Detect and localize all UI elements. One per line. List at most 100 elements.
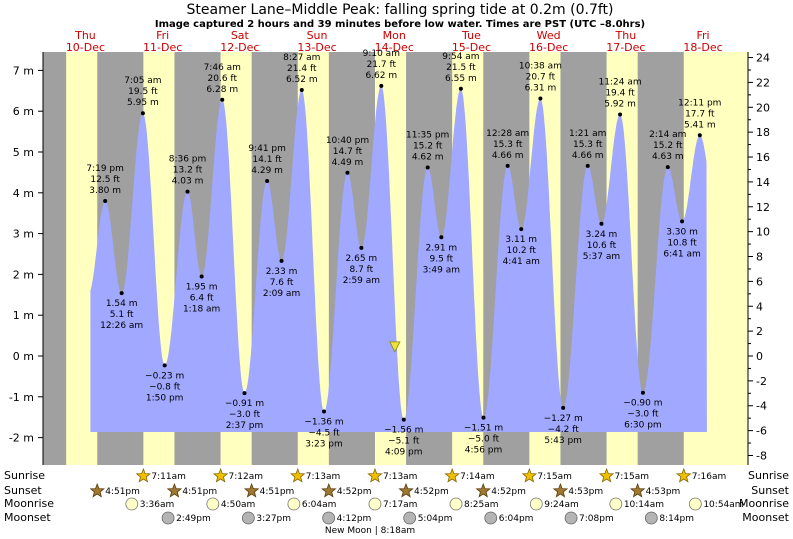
sunset-time: 4:51pm: [260, 487, 295, 497]
extreme-meters: 5.41 m: [684, 120, 716, 130]
left-tick-label: 6 m: [13, 105, 34, 118]
sunset-row-label-right: Sunset: [751, 484, 789, 497]
extreme-meters: 6.28 m: [206, 85, 238, 95]
day-date: 15-Dec: [452, 41, 491, 54]
sunset-icon: [89, 482, 105, 498]
sunset-row-label: Sunset: [4, 484, 42, 497]
sunrise-icon: [676, 467, 692, 483]
day-date: 11-Dec: [143, 41, 182, 54]
extreme-time: 1:18 am: [183, 304, 220, 314]
extreme-time: 1:50 pm: [146, 393, 184, 403]
extreme-point: [481, 415, 486, 420]
extreme-meters: 6.55 m: [445, 74, 477, 84]
moonrise-row-label-right: Moonrise: [739, 497, 789, 510]
extreme-time: 12:11 pm: [678, 98, 721, 108]
extreme-time: 8:27 am: [283, 53, 320, 63]
sunrise-row-label: Sunrise: [4, 469, 45, 482]
extreme-time: 2:09 am: [263, 289, 300, 299]
extreme-time: 10:40 pm: [326, 136, 369, 146]
extreme-time: 5:43 pm: [544, 436, 582, 446]
extreme-time: 8:36 pm: [169, 155, 207, 165]
moonrise-icon: [609, 497, 623, 511]
extreme-meters: −0.91 m: [225, 399, 264, 409]
extreme-point: [640, 390, 645, 395]
extreme-time: 6:30 pm: [624, 421, 662, 431]
moonrise-time: 6:04am: [302, 500, 337, 510]
right-tick-label: 24: [756, 52, 770, 65]
current-level-triangle: [389, 341, 401, 353]
extreme-point: [401, 417, 406, 422]
extreme-point: [220, 97, 225, 102]
sunset-time: 4:53pm: [568, 487, 603, 497]
chart-title: Steamer Lane–Middle Peak: falling spring…: [187, 2, 614, 18]
extreme-point: [162, 363, 167, 368]
tide-area: [90, 85, 707, 433]
extreme-meters: −0.90 m: [623, 399, 662, 409]
extreme-point: [697, 133, 702, 138]
extreme-feet: 15.2 ft: [653, 141, 683, 151]
axes: 7 m6 m5 m4 m3 m2 m1 m0 m-1 m-2 m24222018…: [9, 52, 770, 465]
right-tick-label: 18: [756, 126, 770, 139]
extreme-point: [119, 291, 124, 296]
right-tick-label: 6: [756, 275, 763, 288]
moonset-time: 5:04pm: [418, 514, 453, 524]
day-name: Fri: [156, 29, 169, 42]
extreme-time: 11:24 am: [599, 77, 642, 87]
right-tick-label: -2: [756, 375, 767, 388]
day-date: 16-Dec: [529, 41, 568, 54]
right-tick-label: 20: [756, 101, 770, 114]
extreme-meters: 4.66 m: [492, 151, 524, 161]
sunrise-icon: [290, 467, 306, 483]
extreme-meters: 2.91 m: [426, 243, 458, 253]
extreme-time: 2:37 pm: [226, 421, 264, 431]
extreme-point: [379, 83, 384, 88]
day-name: Tue: [461, 29, 481, 42]
extreme-time: 9:10 am: [363, 49, 400, 59]
extreme-feet: 7.6 ft: [270, 278, 294, 288]
sunrise-time: 7:13am: [383, 472, 418, 482]
extreme-time: 3:49 am: [423, 265, 460, 275]
day-labels: Thu10-DecFri11-DecSat12-DecSun13-DecMon1…: [66, 29, 723, 54]
moonset-time: 8:14pm: [659, 514, 694, 524]
extreme-time: 4:41 am: [503, 257, 540, 267]
extreme-point: [458, 86, 463, 91]
extreme-point: [439, 235, 444, 240]
left-tick-label: -1 m: [9, 391, 34, 404]
right-tick-label: 14: [756, 176, 770, 189]
moonrise-icon: [529, 497, 543, 511]
day-date: 13-Dec: [297, 41, 336, 54]
right-tick-label: 10: [756, 226, 770, 239]
moonrise-icon: [206, 497, 220, 511]
sunset-time: 4:52pm: [337, 487, 372, 497]
extreme-feet: 20.7 ft: [526, 73, 556, 83]
sunrise-icon: [212, 467, 229, 483]
sunrise-icon: [444, 467, 460, 483]
extreme-feet: 19.5 ft: [128, 87, 158, 97]
right-tick-label: 22: [756, 76, 770, 89]
extreme-point: [538, 96, 543, 101]
extreme-point: [279, 258, 284, 263]
left-tick-label: 7 m: [13, 64, 34, 77]
extreme-feet: 15.3 ft: [493, 140, 523, 150]
extreme-point: [140, 111, 145, 116]
left-tick-label: 4 m: [13, 187, 34, 200]
extreme-time: 9:41 pm: [248, 144, 286, 154]
extreme-meters: 4.63 m: [652, 152, 684, 162]
right-tick-label: -8: [756, 449, 767, 462]
extreme-feet: 12.5 ft: [90, 175, 120, 185]
chart-subtitle: Image captured 2 hours and 39 minutes be…: [155, 19, 645, 30]
sunset-time: 4:52pm: [414, 487, 449, 497]
moonrise-row-label: Moonrise: [4, 497, 54, 510]
moonset-time: 4:12pm: [337, 514, 372, 524]
right-tick-label: -4: [756, 400, 767, 413]
extreme-feet: −5.1 ft: [388, 437, 420, 447]
extreme-time: 12:26 am: [100, 321, 143, 331]
moonrise-icon: [287, 497, 301, 511]
moonset-row-label: Moonset: [4, 511, 51, 524]
moonrise-time: 3:36am: [140, 500, 175, 510]
extreme-feet: −4.2 ft: [548, 425, 580, 435]
extreme-point: [199, 274, 204, 279]
extreme-meters: −1.27 m: [544, 414, 583, 424]
sunset-icon: [243, 482, 260, 498]
